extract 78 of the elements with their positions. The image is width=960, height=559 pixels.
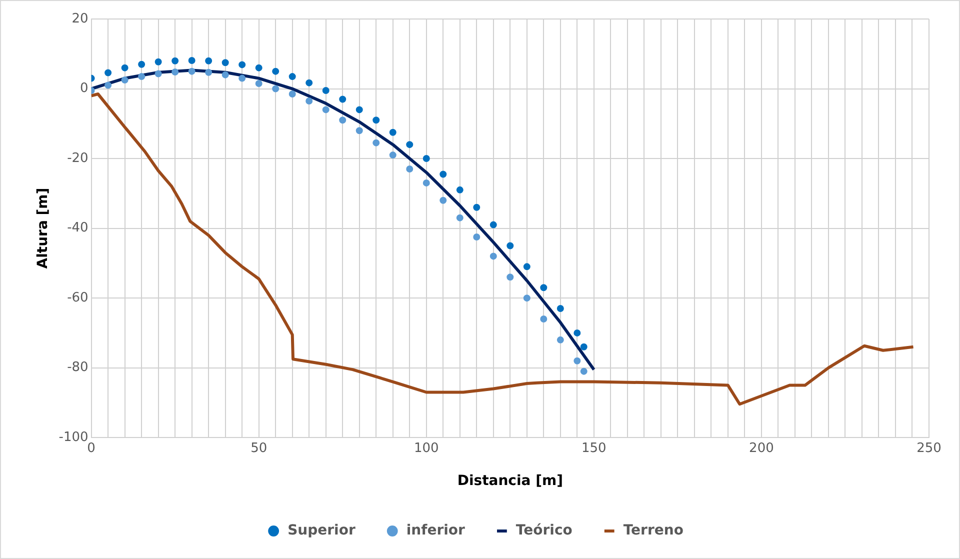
y-axis-title: Altura [m] — [35, 188, 52, 269]
point — [506, 242, 514, 250]
point — [490, 221, 497, 228]
point — [138, 60, 146, 68]
point — [339, 116, 346, 124]
x-axis-title: Distancia [m] — [457, 473, 563, 490]
x-tick-label: 100 — [414, 440, 439, 456]
point — [406, 141, 414, 148]
point — [540, 315, 548, 322]
y-tick-label: -80 — [67, 360, 88, 376]
point — [322, 106, 330, 114]
point — [138, 73, 146, 80]
point — [422, 155, 430, 162]
y-tick-label: 0 — [80, 81, 88, 96]
point — [322, 87, 330, 94]
point — [121, 76, 128, 84]
point — [288, 90, 296, 98]
point — [574, 357, 581, 364]
point — [104, 82, 112, 89]
point — [356, 106, 363, 114]
point — [456, 186, 464, 194]
point — [422, 179, 430, 186]
point — [540, 284, 548, 292]
legend-label: Teórico — [516, 522, 573, 539]
point — [255, 64, 262, 72]
point — [238, 74, 246, 82]
x-tick-label: 50 — [250, 440, 268, 456]
point — [188, 68, 196, 75]
point — [372, 139, 380, 146]
point — [523, 263, 530, 270]
point — [104, 69, 112, 76]
y-tick-label: -60 — [67, 290, 88, 306]
point — [306, 79, 313, 86]
point — [406, 166, 414, 172]
point — [523, 294, 530, 302]
y-tick-label: -100 — [58, 430, 88, 445]
point — [222, 71, 229, 78]
point — [272, 68, 280, 75]
point — [121, 64, 128, 72]
point — [574, 329, 581, 336]
point — [205, 57, 212, 64]
point — [389, 128, 396, 136]
point — [255, 80, 262, 88]
y-tick-label: -40 — [67, 220, 88, 236]
x-tick-label: 200 — [749, 440, 774, 456]
point — [222, 59, 229, 66]
point — [490, 252, 497, 260]
point — [339, 96, 346, 103]
legend-label: Superior — [288, 522, 356, 539]
point — [238, 61, 246, 68]
point — [356, 127, 363, 134]
point — [440, 170, 447, 178]
point — [456, 214, 464, 222]
point — [172, 57, 179, 64]
point — [440, 196, 447, 204]
point — [556, 305, 564, 312]
y-tick-label: 20 — [72, 11, 88, 26]
legend-label: Terreno — [623, 522, 684, 539]
point — [556, 336, 564, 344]
point — [154, 70, 162, 78]
point — [473, 234, 480, 241]
point — [580, 368, 588, 375]
point — [154, 58, 162, 66]
x-tick-label: 250 — [916, 440, 942, 456]
y-tick-label: -20 — [67, 150, 88, 166]
point — [506, 274, 514, 281]
point — [580, 343, 588, 350]
x-tick-label: 150 — [582, 440, 606, 456]
point — [188, 57, 196, 64]
legend-label: inferior — [406, 522, 466, 539]
point — [288, 73, 296, 80]
point — [172, 68, 179, 76]
point — [372, 116, 380, 124]
point — [389, 152, 396, 159]
point — [306, 97, 313, 104]
point — [272, 85, 280, 92]
point — [205, 68, 212, 76]
point — [473, 204, 480, 211]
